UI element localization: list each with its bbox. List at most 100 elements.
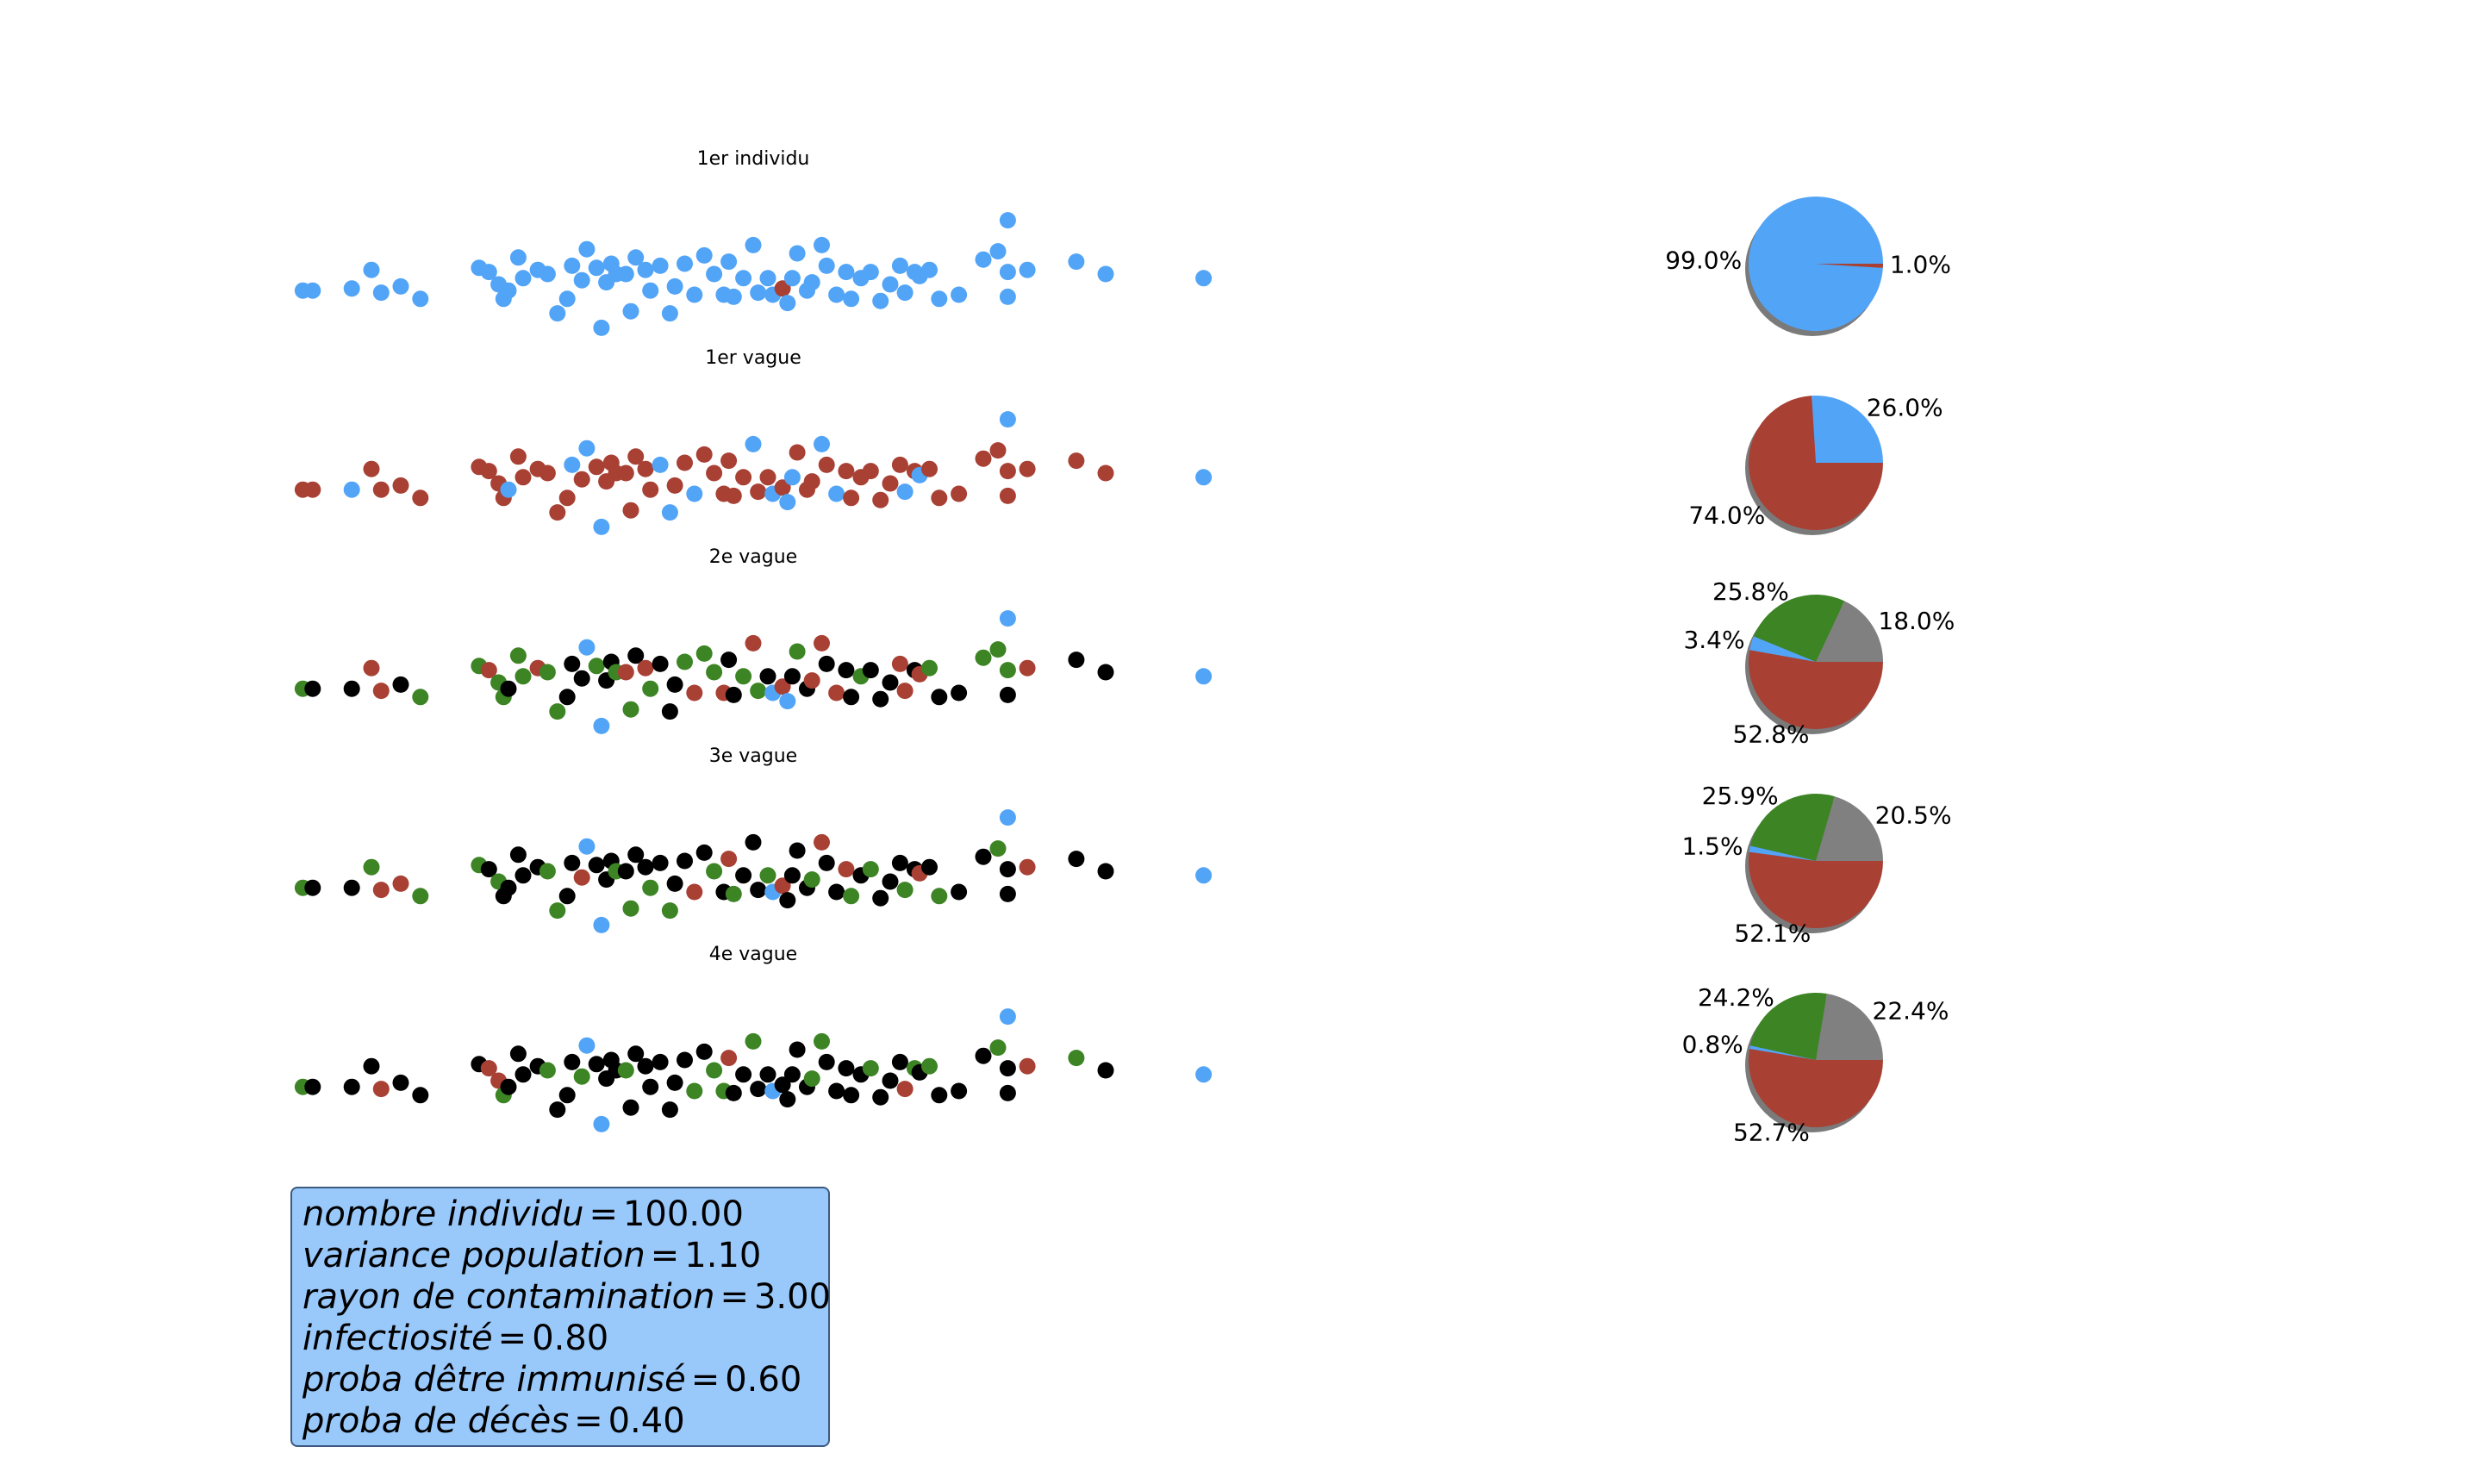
scatter-panels: 1er individu 1er vague 2e vague 3e vague 4e … xyxy=(294,148,1213,1132)
scatter-point xyxy=(1195,1066,1213,1083)
pie-slice xyxy=(1749,993,1827,1060)
scatter-point xyxy=(593,717,610,734)
scatter-point xyxy=(617,265,634,283)
scatter-point xyxy=(779,295,796,312)
scatter-point xyxy=(843,1087,860,1104)
scatter-point xyxy=(514,867,532,884)
scatter-point xyxy=(989,641,1007,658)
scatter-point xyxy=(677,255,693,272)
scatter-point xyxy=(666,277,683,295)
scatter-point xyxy=(372,284,390,302)
scatter-point xyxy=(818,854,835,871)
pie-slice-label: 0.8% xyxy=(1682,1031,1743,1059)
scatter-point xyxy=(818,456,835,473)
scatter-point xyxy=(617,863,634,880)
pie-slice xyxy=(1749,1049,1883,1128)
scatter-point xyxy=(774,1076,791,1094)
scatter-point xyxy=(573,471,590,488)
scatter-point xyxy=(622,1099,639,1116)
scatter-point xyxy=(975,251,992,268)
scatter-point xyxy=(1097,664,1114,681)
scatter-point xyxy=(686,286,703,303)
scatter-point xyxy=(661,1101,678,1119)
scatter-point xyxy=(745,1032,762,1050)
pie-slice xyxy=(1749,1045,1816,1060)
scatter-point xyxy=(745,634,762,652)
scatter-point xyxy=(1195,867,1213,884)
scatter-point xyxy=(622,701,639,718)
scatter-point xyxy=(642,1078,659,1095)
param-line-radius: rayon de contamination = 3.00 xyxy=(302,1277,832,1317)
scatter-point xyxy=(882,1072,899,1089)
scatter-point xyxy=(677,1051,693,1069)
pie-panel-5: 22.4% 24.2% 0.8% 52.7% xyxy=(1682,983,1949,1147)
scatter-point xyxy=(720,652,738,669)
scatter-point xyxy=(549,902,566,920)
scatter-point xyxy=(1097,863,1114,880)
scatter-point xyxy=(539,265,556,283)
scatter-point xyxy=(500,879,517,896)
scatter-point xyxy=(304,1078,321,1095)
scatter-point xyxy=(872,690,889,708)
scatter-point xyxy=(578,639,596,656)
param-line-individuals: nombre individu = 100.00 xyxy=(302,1194,744,1234)
scatter-point xyxy=(896,1081,914,1098)
scatter-point xyxy=(652,257,669,274)
scatter-point xyxy=(372,683,390,700)
scatter-point xyxy=(989,442,1007,459)
scatter-point xyxy=(803,871,820,889)
scatter-point xyxy=(783,469,801,486)
scatter-point xyxy=(828,485,845,502)
pie-slice xyxy=(1816,264,1883,268)
scatter-point xyxy=(750,284,767,302)
scatter-point xyxy=(1019,261,1036,278)
pie-slice xyxy=(1749,851,1883,929)
scatter-point xyxy=(588,458,605,476)
scatter-point xyxy=(999,885,1016,902)
scatter-point xyxy=(1019,460,1036,477)
scatter-point xyxy=(803,274,820,291)
scatter-point xyxy=(372,481,390,498)
scatter-point xyxy=(735,1066,752,1083)
scatter-point xyxy=(862,463,879,480)
scatter-point xyxy=(891,854,908,871)
scatter-point xyxy=(593,518,610,535)
scatter-point xyxy=(363,261,380,278)
pie-slice xyxy=(1753,594,1845,662)
scatter-point xyxy=(779,1091,796,1108)
scatter-point xyxy=(642,680,659,697)
scatter-panel-1: 1er individu xyxy=(294,148,1213,336)
scatter-point xyxy=(951,1082,968,1100)
scatter-point xyxy=(392,277,409,295)
scatter-point xyxy=(514,469,532,486)
scatter-point xyxy=(882,674,899,691)
scatter-point xyxy=(843,888,860,905)
scatter-point xyxy=(896,284,914,302)
scatter-point xyxy=(1097,465,1114,482)
scatter-point xyxy=(783,668,801,685)
param-value: 3.00 xyxy=(753,1277,832,1317)
scatter-point xyxy=(1097,1062,1114,1079)
scatter-point xyxy=(686,883,703,901)
scatter-point xyxy=(882,873,899,890)
param-name: rayon de contamination xyxy=(302,1277,715,1317)
scatter-point xyxy=(480,1060,497,1077)
param-value: 0.40 xyxy=(608,1401,685,1441)
scatter-point xyxy=(951,684,968,701)
scatter-point xyxy=(951,883,968,901)
scatter-point xyxy=(862,264,879,281)
scatter-point xyxy=(803,1070,820,1088)
scatter-point xyxy=(677,454,693,471)
scatter-point xyxy=(500,481,517,498)
scatter-point xyxy=(686,1082,703,1100)
scatter-point xyxy=(509,249,527,266)
scatter-point xyxy=(1019,1057,1036,1075)
scatter-point xyxy=(304,879,321,896)
scatter-point xyxy=(783,1066,801,1083)
scatter-point xyxy=(818,1053,835,1070)
scatter-point xyxy=(759,668,776,685)
scatter-point xyxy=(412,489,429,507)
scatter-point xyxy=(637,460,654,477)
scatter-point xyxy=(828,684,845,701)
scatter-point xyxy=(372,882,390,899)
